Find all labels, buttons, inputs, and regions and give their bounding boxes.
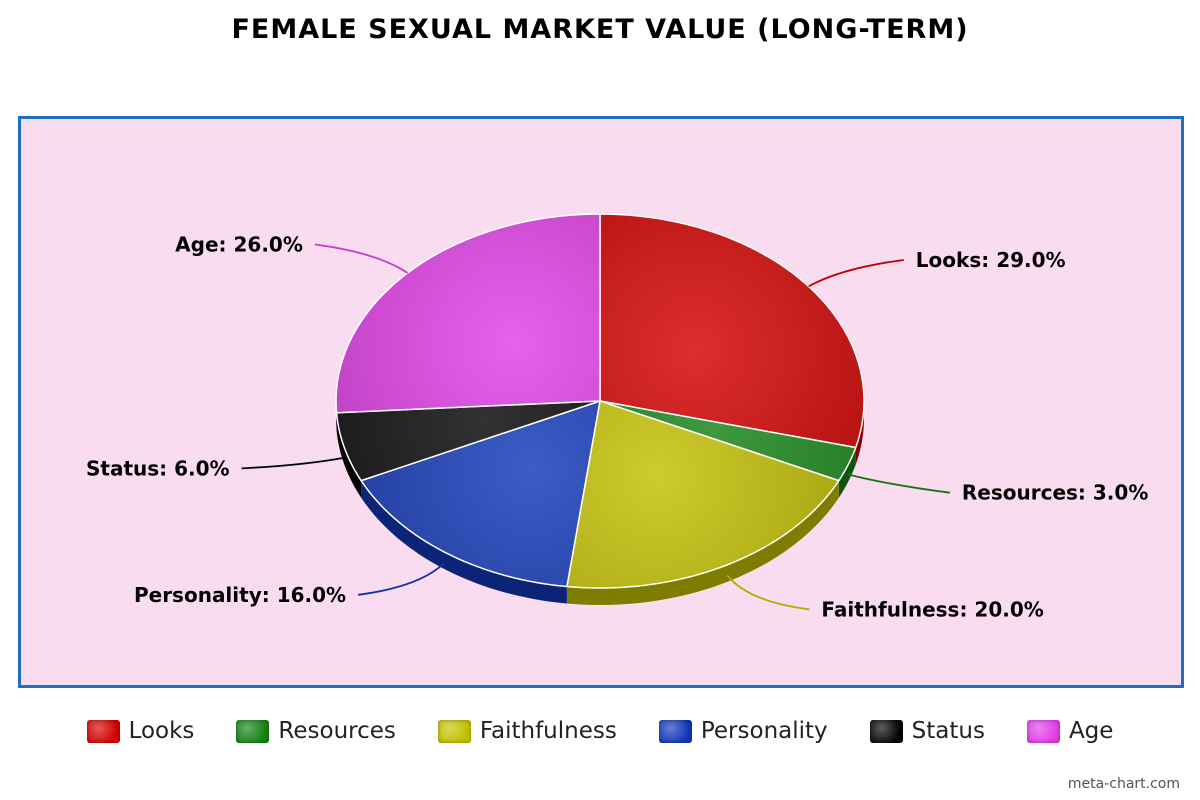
data-label-faithfulness: Faithfulness: 20.0% — [821, 597, 1043, 621]
legend-label: Resources — [278, 718, 396, 744]
legend-swatch — [437, 719, 471, 743]
pie-slice-faithfulness[interactable] — [566, 400, 840, 589]
pie-slice-side-resources — [838, 447, 856, 498]
leader-line-status — [241, 456, 345, 470]
pie-slice-side-status — [336, 412, 362, 498]
leader-line-personality — [357, 561, 446, 596]
leader-line-resources — [848, 473, 951, 494]
legend-item-resources[interactable]: Resources — [236, 718, 396, 744]
legend-item-personality[interactable]: Personality — [658, 718, 828, 744]
data-label-personality: Personality: 16.0% — [134, 583, 346, 607]
chart-title: FEMALE SEXUAL MARKET VALUE (LONG-TERM) — [231, 14, 969, 45]
legend-label: Faithfulness — [479, 718, 617, 744]
legend-item-age[interactable]: Age — [1026, 718, 1114, 744]
legend-swatch — [658, 719, 692, 743]
pie-slice-side-faithfulness — [566, 480, 839, 605]
legend-item-faithfulness[interactable]: Faithfulness — [437, 718, 617, 744]
data-label-status: Status: 6.0% — [86, 456, 230, 480]
pie-slice-side-looks — [855, 401, 864, 465]
data-label-resources: Resources: 3.0% — [962, 481, 1148, 505]
legend-item-looks[interactable]: Looks — [86, 718, 195, 744]
credit-text: meta-chart.com — [1067, 776, 1180, 792]
legend-label: Age — [1068, 718, 1114, 744]
legend-label: Looks — [128, 718, 195, 744]
legend-swatch — [869, 719, 903, 743]
leader-line-looks — [808, 259, 904, 288]
leader-line-faithfulness — [726, 574, 810, 611]
data-label-age: Age: 26.0% — [175, 233, 303, 257]
pie-slice-personality[interactable] — [360, 400, 601, 588]
legend-item-status[interactable]: Status — [869, 718, 985, 744]
legend: Looks Resources Faithfulness Personality… — [0, 718, 1200, 744]
legend-swatch — [1026, 719, 1060, 743]
leader-line-age — [314, 243, 409, 274]
legend-swatch — [236, 719, 270, 743]
pie-slice-looks[interactable] — [599, 213, 865, 449]
legend-label: Status — [911, 718, 985, 744]
data-label-looks: Looks: 29.0% — [916, 248, 1066, 272]
pie-slice-side-personality — [361, 480, 567, 604]
pie-slice-age[interactable] — [335, 213, 601, 414]
legend-swatch — [86, 719, 120, 743]
pie-slice-resources[interactable] — [599, 400, 857, 482]
pie-slice-status[interactable] — [335, 400, 601, 482]
legend-label: Personality — [700, 718, 828, 744]
